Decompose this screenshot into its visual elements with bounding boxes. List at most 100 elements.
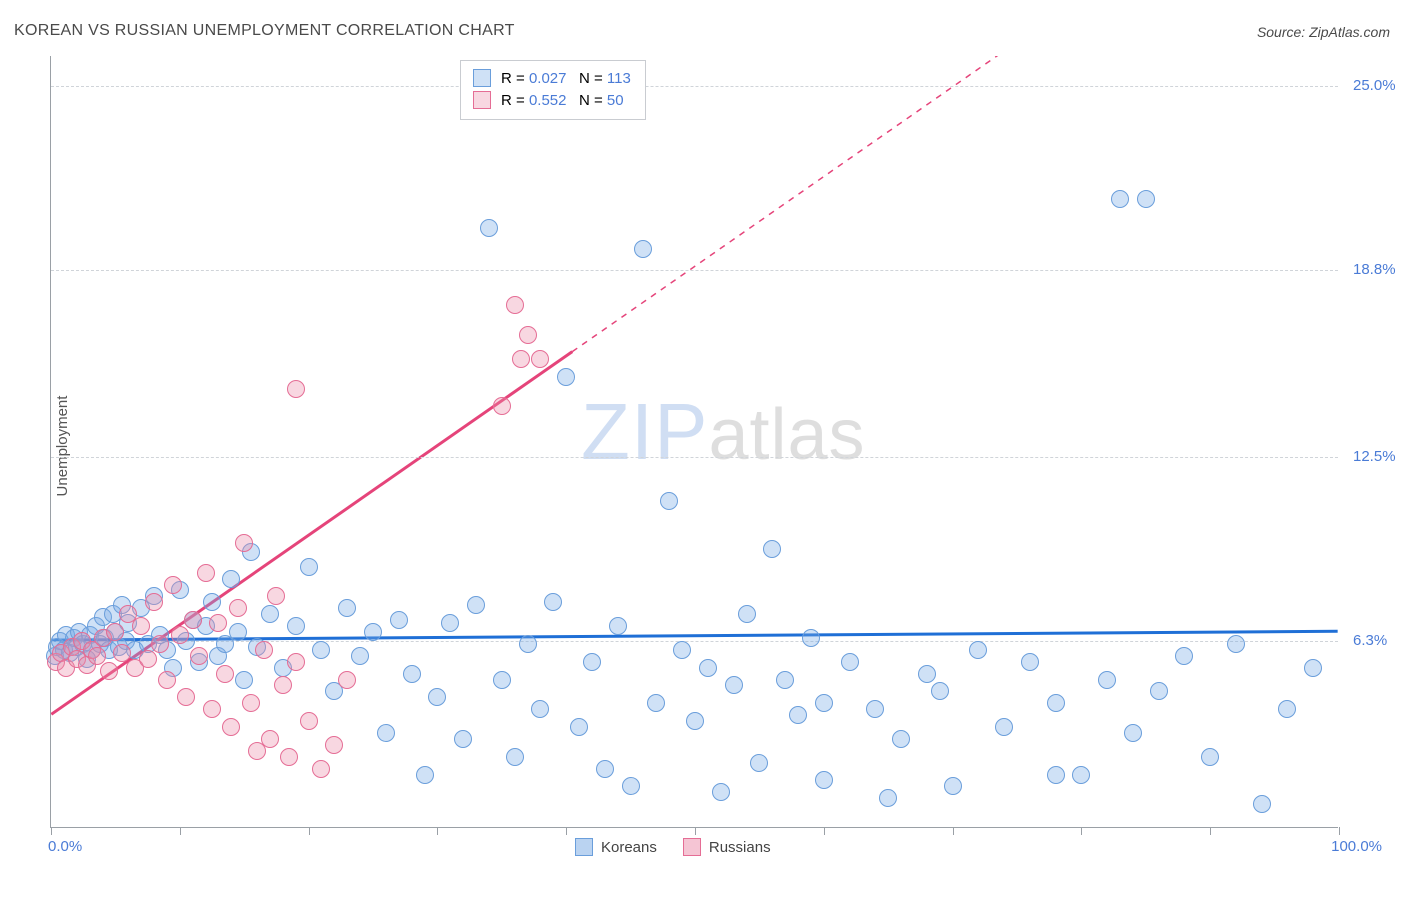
scatter-point [995, 718, 1013, 736]
scatter-point [222, 718, 240, 736]
scatter-point [531, 700, 549, 718]
scatter-point [789, 706, 807, 724]
scatter-point [660, 492, 678, 510]
legend-item: Russians [683, 838, 771, 856]
scatter-point [647, 694, 665, 712]
scatter-point [229, 599, 247, 617]
scatter-point [338, 599, 356, 617]
scatter-point [1137, 190, 1155, 208]
y-tick-label: 25.0% [1353, 77, 1396, 94]
chart-title: KOREAN VS RUSSIAN UNEMPLOYMENT CORRELATI… [14, 22, 515, 40]
scatter-point [338, 671, 356, 689]
scatter-point [203, 700, 221, 718]
scatter-point [1111, 190, 1129, 208]
source-label: Source: ZipAtlas.com [1257, 24, 1390, 40]
scatter-point [139, 650, 157, 668]
scatter-point [1098, 671, 1116, 689]
scatter-point [416, 766, 434, 784]
scatter-point [866, 700, 884, 718]
scatter-point [738, 605, 756, 623]
scatter-point [216, 665, 234, 683]
x-tick [180, 827, 181, 835]
scatter-point [300, 558, 318, 576]
scatter-point [712, 783, 730, 801]
scatter-point [190, 647, 208, 665]
scatter-point [892, 730, 910, 748]
scatter-point [158, 671, 176, 689]
scatter-point [596, 760, 614, 778]
x-tick [1210, 827, 1211, 835]
scatter-point [673, 641, 691, 659]
scatter-point [1227, 635, 1245, 653]
scatter-point [583, 653, 601, 671]
legend-swatch [473, 91, 491, 109]
legend-row: R = 0.552 N = 50 [473, 89, 631, 111]
scatter-point [815, 771, 833, 789]
scatter-point [164, 576, 182, 594]
scatter-point [1021, 653, 1039, 671]
scatter-point [235, 534, 253, 552]
scatter-point [261, 605, 279, 623]
scatter-point [480, 219, 498, 237]
scatter-point [506, 748, 524, 766]
scatter-point [634, 240, 652, 258]
series-legend: Koreans Russians [575, 838, 771, 856]
legend-label: Koreans [601, 839, 657, 856]
scatter-point [177, 688, 195, 706]
gridline-h [51, 270, 1338, 271]
scatter-point [750, 754, 768, 772]
correlation-legend: R = 0.027 N = 113 R = 0.552 N = 50 [460, 60, 646, 120]
scatter-point [113, 644, 131, 662]
x-tick [51, 827, 52, 835]
scatter-point [274, 676, 292, 694]
scatter-point [171, 626, 189, 644]
scatter-point [255, 641, 273, 659]
scatter-point [544, 593, 562, 611]
legend-label: Russians [709, 839, 771, 856]
scatter-point [454, 730, 472, 748]
legend-row: R = 0.027 N = 113 [473, 67, 631, 89]
scatter-point [1150, 682, 1168, 700]
watermark-rest: atlas [708, 395, 865, 475]
scatter-point [145, 593, 163, 611]
scatter-point [364, 623, 382, 641]
scatter-point [300, 712, 318, 730]
scatter-point [918, 665, 936, 683]
scatter-point [763, 540, 781, 558]
watermark-big: ZIP [581, 387, 708, 476]
scatter-point [184, 611, 202, 629]
scatter-point [351, 647, 369, 665]
legend-stats: R = 0.027 N = 113 [501, 70, 631, 87]
scatter-point [222, 570, 240, 588]
scatter-point [725, 676, 743, 694]
x-tick [437, 827, 438, 835]
scatter-point [287, 380, 305, 398]
scatter-point [493, 397, 511, 415]
scatter-point [1304, 659, 1322, 677]
x-tick [695, 827, 696, 835]
scatter-point [209, 614, 227, 632]
scatter-point [931, 682, 949, 700]
legend-stats: R = 0.552 N = 50 [501, 92, 624, 109]
scatter-point [267, 587, 285, 605]
scatter-point [609, 617, 627, 635]
scatter-point [287, 617, 305, 635]
scatter-point [242, 694, 260, 712]
legend-item: Koreans [575, 838, 657, 856]
scatter-point [570, 718, 588, 736]
scatter-point [261, 730, 279, 748]
scatter-point [203, 593, 221, 611]
scatter-point [1253, 795, 1271, 813]
scatter-point [287, 653, 305, 671]
x-tick [953, 827, 954, 835]
scatter-point [557, 368, 575, 386]
scatter-point [1278, 700, 1296, 718]
scatter-point [428, 688, 446, 706]
scatter-point [1175, 647, 1193, 665]
scatter-point [106, 623, 124, 641]
scatter-point [622, 777, 640, 795]
scatter-point [100, 662, 118, 680]
gridline-h [51, 86, 1338, 87]
scatter-point [1072, 766, 1090, 784]
scatter-point [235, 671, 253, 689]
